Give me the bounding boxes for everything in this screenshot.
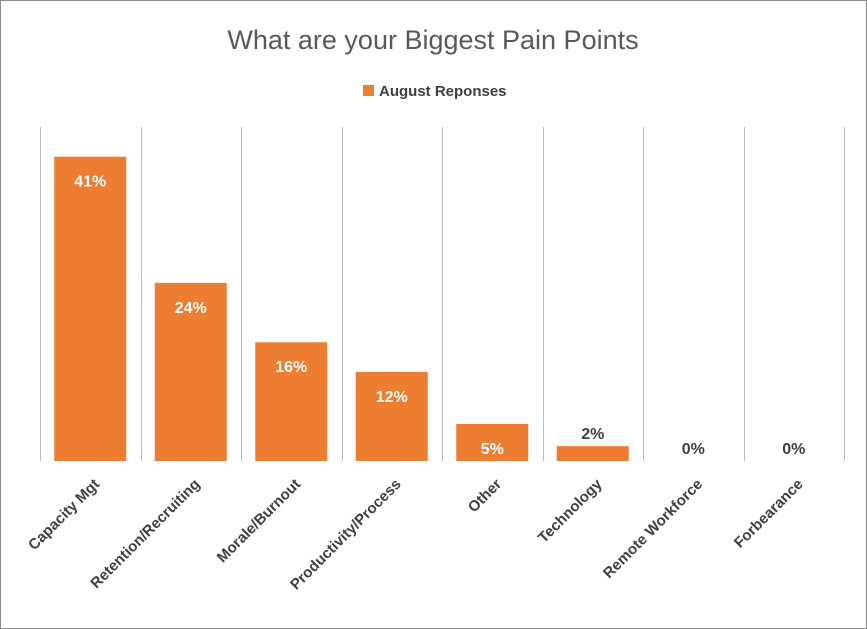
bar-capacity-mgt [54,156,127,461]
data-label: 5% [481,441,504,458]
category-label: Forbearance [731,476,807,552]
category-label: Remote Workforce [600,476,706,582]
category-label: Capacity Mgt [25,476,103,554]
legend-label: August Reponses [379,83,507,100]
data-label: 41% [74,174,106,191]
data-label: 0% [682,441,705,458]
category-label: Productivity/Process [287,476,405,594]
grid-lines [40,127,845,461]
category-label: Other [465,476,505,516]
bar-morale-burnout [255,342,328,461]
category-label: Morale/Burnout [214,476,304,566]
bar-technology [556,446,629,461]
chart-title: What are your Biggest Pain Points [227,25,638,55]
bars [54,156,629,461]
legend-swatch [363,85,374,96]
data-label: 24% [175,300,207,317]
data-label: 2% [581,426,604,443]
category-label: Retention/Recruiting [87,476,203,592]
bar-retention-recruiting [154,282,227,461]
category-label: Technology [535,475,606,546]
legend: August Reponses [363,83,507,100]
bar-productivity-process [355,371,428,461]
bar-other [456,423,529,461]
data-label: 16% [275,359,307,376]
data-label: 12% [376,389,408,406]
data-label: 0% [782,441,805,458]
data-labels: 41% 24% 16% 12% 5% 2% 0% 0% [74,174,805,458]
